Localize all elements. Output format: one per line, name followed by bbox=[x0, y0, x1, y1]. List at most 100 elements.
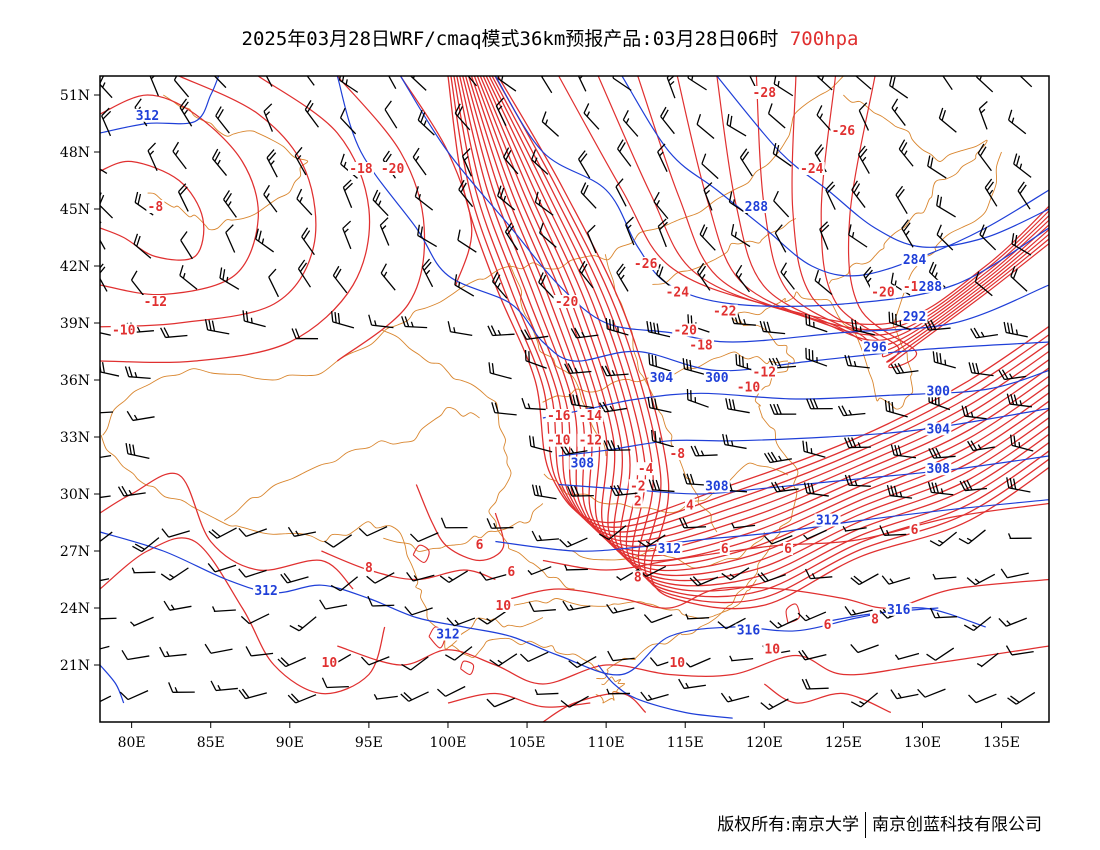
temperature-label: 8 bbox=[871, 612, 879, 627]
lat-tick-label: 27N bbox=[60, 544, 90, 560]
contour-label-bg bbox=[798, 162, 825, 175]
contour-label-bg bbox=[830, 124, 857, 137]
wind-barb bbox=[769, 403, 797, 415]
temperature-label: -26 bbox=[634, 257, 658, 272]
contour-label-bg bbox=[783, 542, 794, 555]
wind-barb bbox=[388, 76, 397, 89]
wind-barb bbox=[764, 535, 793, 545]
height-label: 316 bbox=[887, 603, 911, 618]
height-label: 296 bbox=[863, 341, 887, 356]
wind-barb bbox=[147, 142, 158, 172]
wind-barb bbox=[208, 527, 237, 539]
wind-barb bbox=[773, 76, 794, 97]
wind-barb bbox=[648, 353, 671, 372]
wind-barb bbox=[1006, 393, 1032, 408]
wind-barb bbox=[759, 320, 786, 335]
contour-line bbox=[336, 76, 1049, 372]
wind-barb bbox=[294, 146, 307, 176]
wind-barb bbox=[486, 697, 516, 708]
contour-line bbox=[415, 484, 505, 562]
wind-barb bbox=[319, 599, 348, 610]
wind-barb bbox=[163, 600, 192, 611]
contour-label-bg bbox=[632, 257, 659, 270]
boundary-line bbox=[652, 218, 797, 285]
boundary-line bbox=[595, 676, 626, 704]
wind-barb bbox=[735, 264, 750, 293]
lon-tick-label: 105E bbox=[509, 735, 546, 751]
wind-barb bbox=[417, 109, 435, 136]
temperature-label: 10 bbox=[322, 656, 338, 671]
wind-barb bbox=[179, 98, 193, 127]
wind-barb bbox=[404, 606, 433, 616]
wind-barb bbox=[495, 97, 507, 126]
wind-barb bbox=[324, 534, 353, 548]
wind-barb bbox=[851, 319, 875, 336]
wind-barb bbox=[410, 532, 439, 543]
wind-barb bbox=[204, 319, 230, 335]
wind-barb bbox=[489, 653, 518, 667]
wind-barb bbox=[936, 224, 954, 251]
height-label: 284 bbox=[903, 253, 927, 268]
wind-barb bbox=[531, 149, 549, 175]
wind-barb bbox=[467, 76, 478, 87]
wind-barb bbox=[488, 362, 512, 380]
contour-line bbox=[100, 76, 220, 134]
wind-barb bbox=[268, 268, 280, 298]
wind-barb bbox=[119, 690, 149, 701]
contour-label-bg bbox=[885, 602, 912, 616]
wind-barb bbox=[1007, 109, 1027, 135]
wind-barb bbox=[772, 142, 792, 167]
wind-barb bbox=[534, 191, 554, 216]
contour-line bbox=[399, 76, 473, 286]
wind-barb bbox=[1000, 568, 1029, 579]
wind-barb bbox=[803, 482, 829, 497]
wind-barb bbox=[609, 484, 638, 497]
wind-barb bbox=[854, 76, 872, 90]
wind-barb bbox=[570, 327, 599, 339]
height-label: 304 bbox=[927, 422, 951, 437]
wind-barb bbox=[454, 274, 475, 297]
wind-barb bbox=[678, 517, 707, 529]
boundary-line bbox=[100, 435, 607, 675]
title-main: 2025年03月28日WRF/cmaq模式36km预报产品:03月28日06时 bbox=[241, 28, 779, 50]
wind-barb bbox=[926, 647, 955, 661]
lat-tick-label: 21N bbox=[60, 658, 90, 674]
wind-barb bbox=[454, 103, 471, 131]
wind-barb bbox=[578, 260, 594, 289]
wind-barb bbox=[647, 396, 672, 413]
contour-label-bg bbox=[553, 295, 580, 308]
wind-barb bbox=[519, 651, 549, 663]
wind-barb bbox=[219, 267, 240, 290]
wind-barb bbox=[825, 181, 836, 210]
contour-line bbox=[337, 645, 1049, 685]
contour-line bbox=[542, 692, 647, 722]
contour-line bbox=[485, 76, 1049, 587]
contour-line bbox=[716, 76, 1049, 347]
wind-barb bbox=[739, 148, 753, 177]
contour-label-bg bbox=[901, 253, 928, 267]
contour-label-bg bbox=[909, 523, 920, 536]
temperature-label: 10 bbox=[669, 656, 685, 671]
wind-barb bbox=[798, 649, 827, 661]
wind-barb bbox=[100, 695, 112, 703]
wind-barb bbox=[289, 616, 317, 632]
wind-barb bbox=[890, 689, 919, 700]
height-label: 308 bbox=[705, 479, 729, 494]
lat-tick-label: 33N bbox=[60, 430, 90, 446]
boundary-line bbox=[828, 94, 988, 284]
wind-barb bbox=[100, 578, 110, 582]
wind-barb bbox=[929, 531, 958, 547]
contour-label-bg bbox=[901, 310, 928, 324]
contour-label-bg bbox=[545, 409, 572, 422]
wind-barb bbox=[958, 529, 986, 545]
wind-barb bbox=[421, 258, 434, 288]
lon-tick-label: 110E bbox=[588, 735, 625, 751]
wind-barb bbox=[805, 313, 828, 333]
temperature-label: -4 bbox=[638, 462, 654, 477]
wind-barb bbox=[605, 318, 629, 336]
contour-label-bg bbox=[814, 513, 841, 527]
wind-barb bbox=[968, 362, 994, 377]
wind-barb bbox=[491, 402, 517, 416]
wind-barb bbox=[797, 611, 827, 622]
contour-line bbox=[791, 76, 1049, 358]
